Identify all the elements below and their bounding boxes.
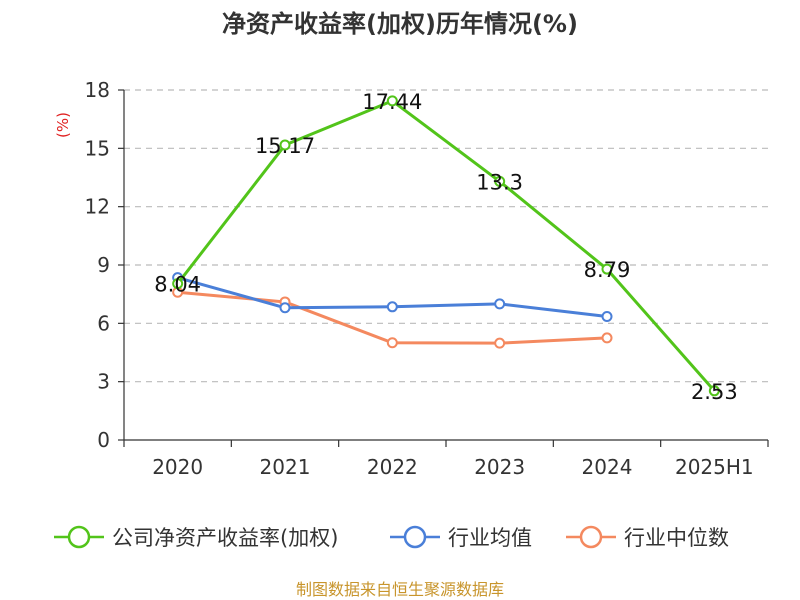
x-tick-label: 2020 — [152, 455, 203, 479]
data-point — [386, 301, 398, 313]
y-tick-label: 9 — [97, 253, 110, 277]
data-labels: 8.04 15.17 17.44 13.3 8.79 2.53 — [154, 90, 737, 404]
legend: 公司净资产收益率(加权) 行业均值 行业中位数 — [54, 525, 729, 550]
y-tick-label: 3 — [97, 370, 110, 394]
x-tick-label: 2025H1 — [675, 455, 754, 479]
data-label: 13.3 — [476, 170, 523, 194]
legend-label: 行业均值 — [448, 526, 532, 550]
data-label: 17.44 — [362, 90, 422, 114]
data-point — [494, 175, 506, 187]
legend-label: 行业中位数 — [624, 526, 729, 550]
legend-marker — [67, 525, 91, 549]
data-point — [601, 332, 613, 344]
chart-title: 净资产收益率(加权)历年情况(%) — [222, 10, 578, 38]
data-point — [279, 302, 291, 314]
series-line — [176, 99, 716, 392]
grid-lines — [124, 89, 768, 383]
data-point — [708, 385, 720, 397]
y-tick-label: 15 — [85, 136, 110, 160]
data-point — [386, 337, 398, 349]
axes: 0 3 6 9 12 15 18 2020 2021 2022 2023 2024 2025H1 — [85, 78, 769, 479]
legend-marker — [403, 525, 427, 549]
x-tick-label: 2023 — [474, 455, 525, 479]
x-tick-label: 2024 — [582, 455, 633, 479]
data-point — [601, 263, 613, 275]
y-tick-label: 18 — [85, 78, 110, 102]
series — [172, 95, 720, 397]
data-point — [494, 298, 506, 310]
data-point — [172, 278, 184, 290]
y-axis-unit: (%) — [54, 112, 72, 138]
data-point — [279, 139, 291, 151]
legend-label: 公司净资产收益率(加权) — [112, 526, 338, 550]
x-tick-label: 2022 — [367, 455, 418, 479]
series-line — [177, 290, 608, 345]
y-tick-label: 12 — [85, 195, 110, 219]
source-note: 制图数据来自恒生聚源数据库 — [296, 580, 504, 599]
data-label: 15.17 — [255, 134, 315, 158]
data-label: 8.04 — [154, 273, 201, 297]
data-point — [601, 311, 613, 323]
data-point — [386, 95, 398, 107]
x-tick-label: 2021 — [260, 455, 311, 479]
data-point — [494, 337, 506, 349]
y-tick-label: 0 — [97, 428, 110, 452]
y-tick-label: 6 — [97, 311, 110, 335]
data-label: 8.79 — [584, 258, 631, 282]
data-label: 2.53 — [691, 380, 738, 404]
legend-marker — [579, 525, 603, 549]
